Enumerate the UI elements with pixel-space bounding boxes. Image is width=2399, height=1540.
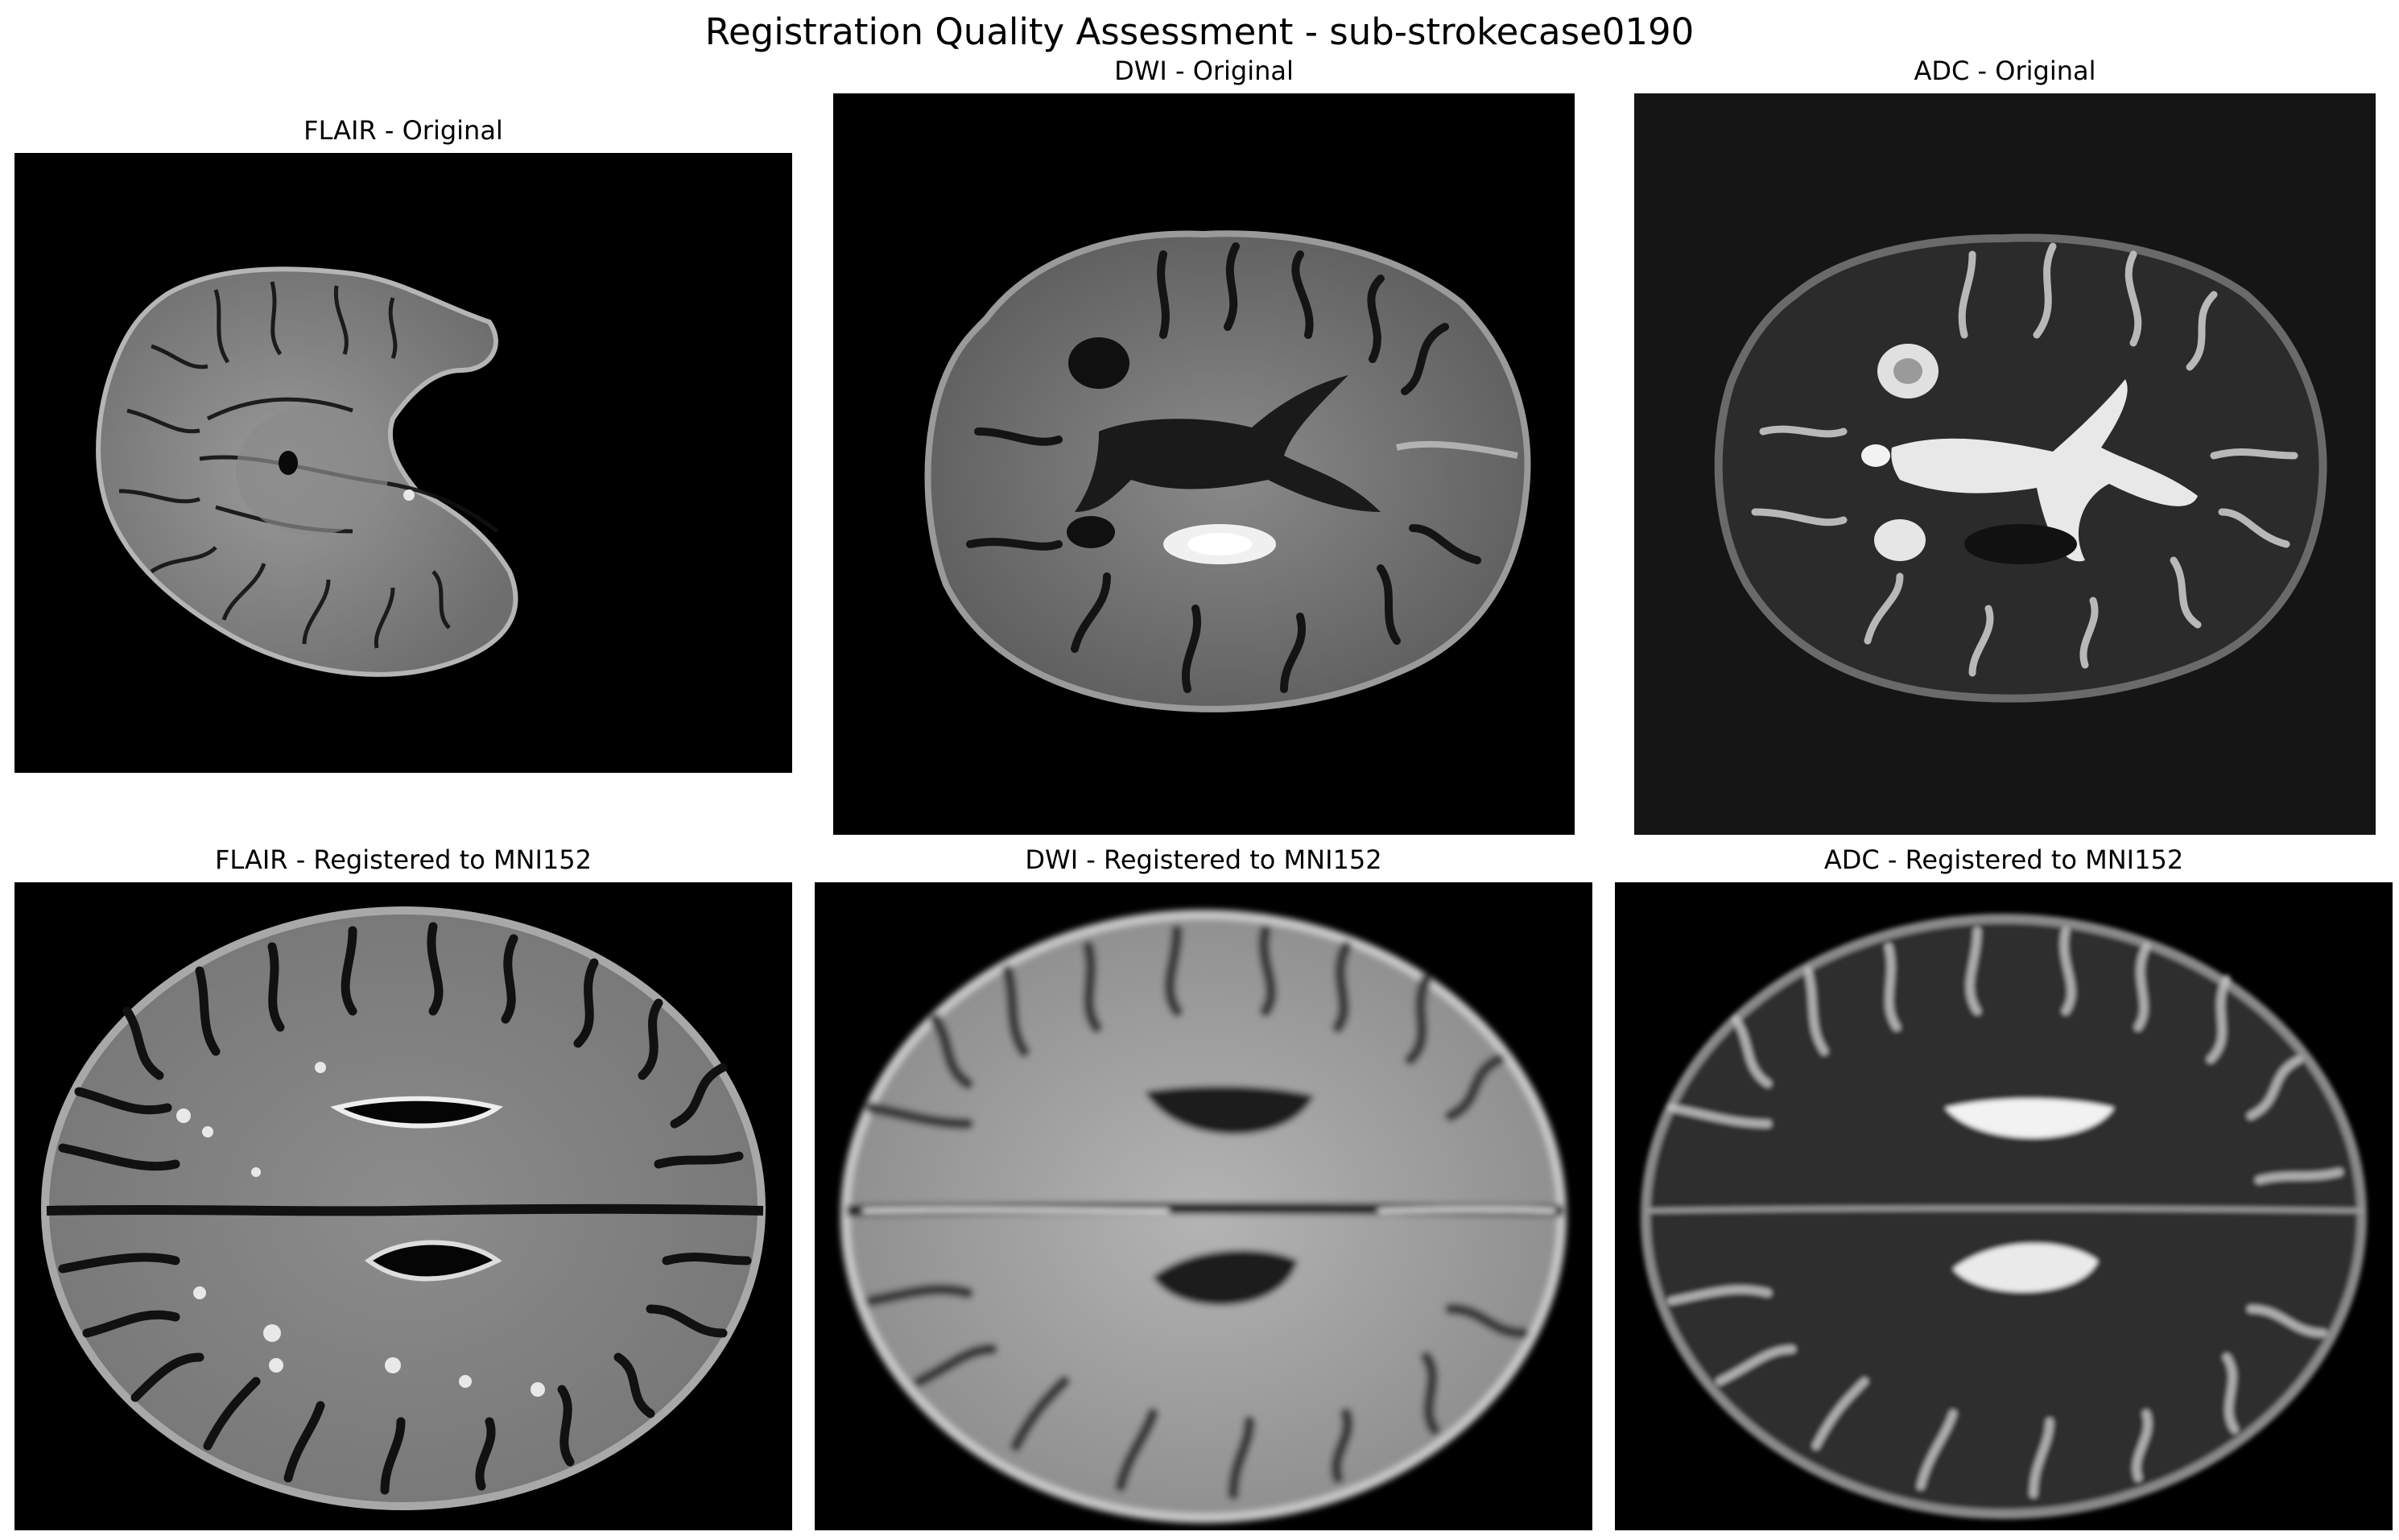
panel-title-adc-original: ADC - Original (1914, 56, 2096, 86)
flair-registered-image (14, 882, 792, 1530)
panel-title-dwi-registered: DWI - Registered to MNI152 (1025, 844, 1382, 875)
adc-registered-image (1615, 882, 2393, 1530)
dwi-registered-image (815, 882, 1592, 1530)
panel-title-dwi-original: DWI - Original (1114, 56, 1294, 86)
flair-original-image (14, 153, 792, 773)
panel-title-flair-original: FLAIR - Original (303, 115, 503, 146)
panel-title-adc-registered: ADC - Registered to MNI152 (1823, 844, 2184, 875)
panel-title-flair-registered: FLAIR - Registered to MNI152 (215, 844, 592, 875)
dwi-original-image (833, 93, 1575, 835)
figure-title: Registration Quality Assessment - sub-st… (704, 10, 1695, 53)
adc-original-image (1634, 93, 2376, 835)
